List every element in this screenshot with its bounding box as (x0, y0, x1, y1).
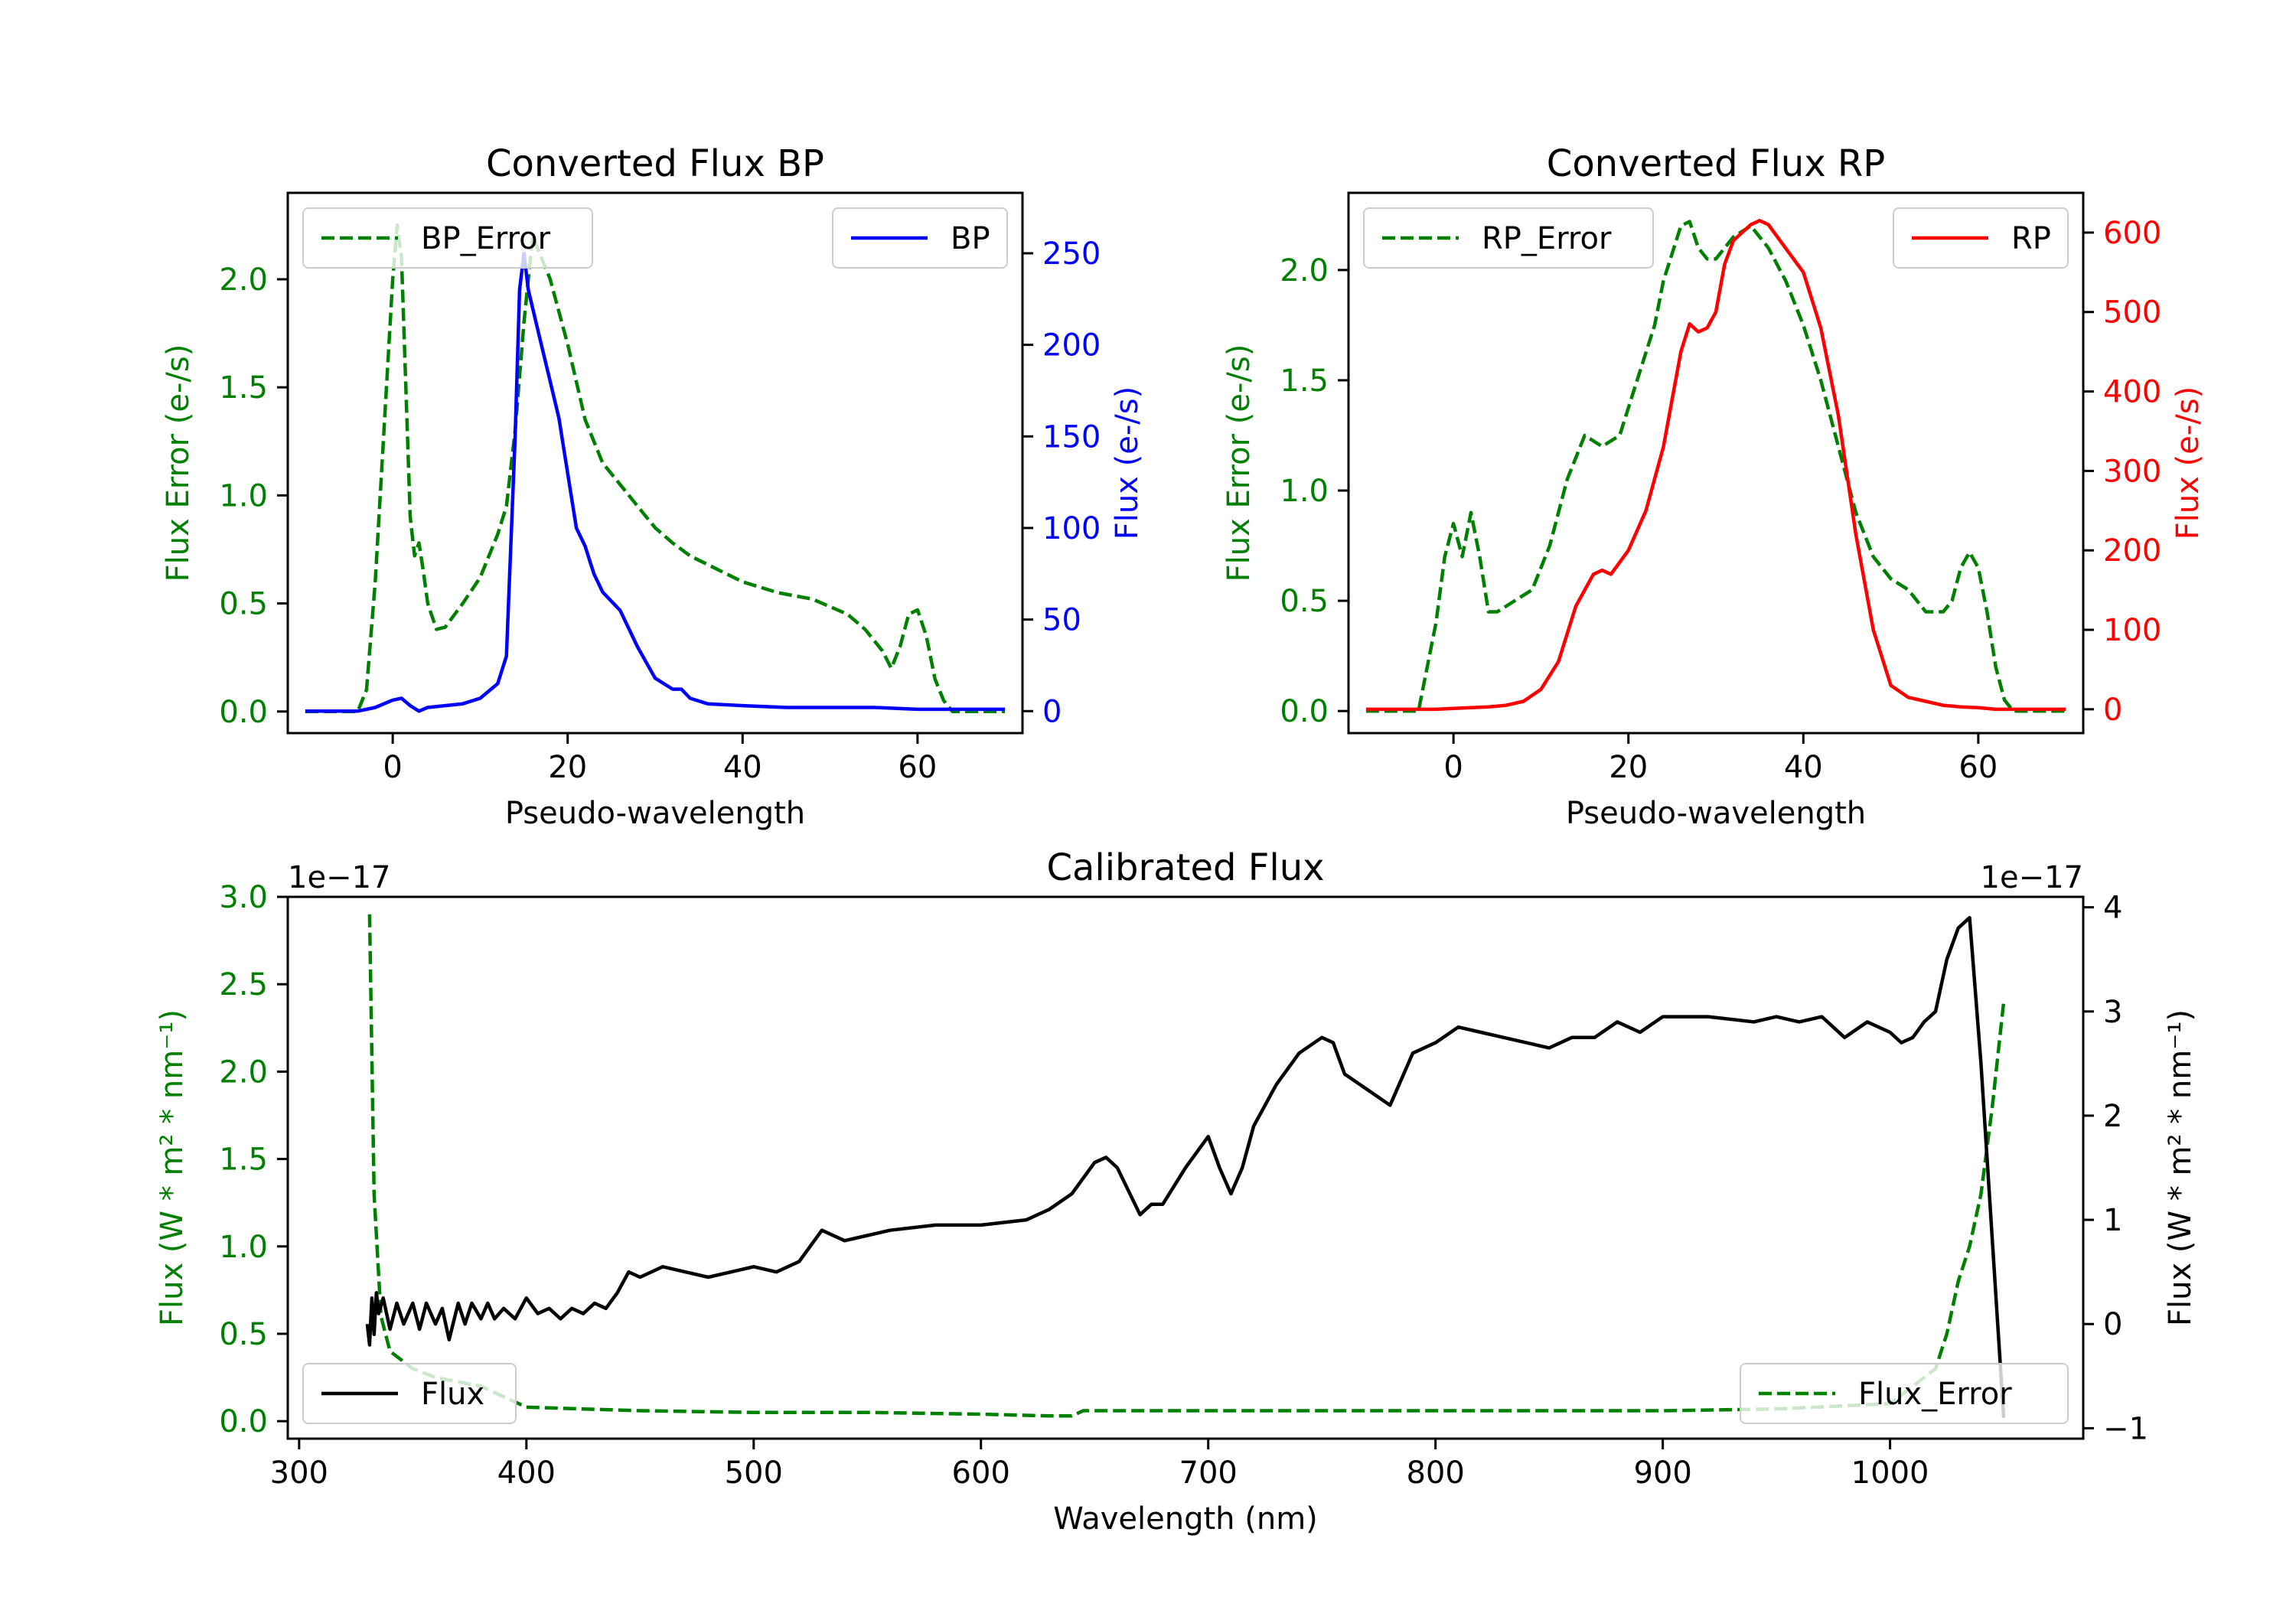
y-left-tick-label: 1.0 (1280, 474, 1329, 509)
legend-label: Flux (421, 1377, 484, 1412)
y-left-tick-label: 2.0 (219, 1054, 268, 1090)
y-right-tick-label: 2 (2103, 1099, 2122, 1134)
y-left-offset-label: 1e−17 (288, 860, 390, 895)
y-left-tick-label: 0.5 (1280, 584, 1329, 619)
y-right-tick-label: 50 (1042, 603, 1081, 638)
y-left-tick-label: 0.5 (219, 587, 268, 622)
y-left-tick-label: 3.0 (219, 880, 268, 915)
y-right-tick-label: 100 (2103, 613, 2161, 648)
legend-box (302, 1363, 517, 1424)
y-right-tick-label: 4 (2103, 891, 2122, 926)
legend-bp-error: BP_Error (302, 207, 593, 269)
chart-title: Calibrated Flux (1046, 846, 1324, 889)
y-left-tick-label: 1.5 (1280, 363, 1329, 399)
legend-box (1363, 207, 1654, 269)
x-tick-label: 40 (1784, 750, 1823, 785)
panel-rp: 0 20 40 60 0.0 0.5 1.0 1.5 2.0 0 100 200 300 400 500 60… (1221, 142, 2206, 831)
y-right-tick-label: 100 (1042, 511, 1101, 546)
series-line-bp (305, 251, 1006, 713)
y-right-tick-label: 0 (2103, 693, 2122, 728)
y-left-tick-label: 0.0 (219, 1404, 268, 1439)
x-tick-label: 60 (1958, 750, 1998, 785)
panel-bp: 0 20 40 60 0.0 0.5 1.0 1.5 2.0 0 50 100 150 200 250 Con… (161, 142, 1145, 831)
series-line-flux (365, 915, 2006, 1418)
y-right-tick-label: 300 (2103, 454, 2161, 489)
series-line-rp-error (1365, 220, 2066, 713)
y-right-tick-label: 400 (2103, 375, 2161, 410)
y-right-tick-label: 0 (2103, 1307, 2122, 1342)
axes-frame (286, 191, 1024, 735)
x-tick-label: 0 (1443, 750, 1463, 785)
y-right-tick-label: 200 (1042, 328, 1101, 363)
legend-label: Flux_Error (1858, 1377, 2012, 1412)
legend-label: BP_Error (421, 221, 551, 256)
chart-title: Converted Flux RP (1547, 142, 1885, 185)
x-axis-label: Wavelength (nm) (1053, 1501, 1318, 1537)
y-left-axis-label: Flux Error (e-/s) (1221, 344, 1257, 582)
x-tick-label: 1000 (1851, 1455, 1929, 1491)
legend-label: RP_Error (1482, 221, 1612, 256)
x-tick-label: 0 (383, 750, 402, 785)
y-right-tick-label: 1 (2103, 1203, 2122, 1238)
x-tick-label: 40 (723, 750, 762, 785)
x-tick-label: 300 (270, 1455, 328, 1491)
legend-box (1740, 1363, 2069, 1424)
y-left-tick-label: 2.0 (219, 262, 268, 298)
y-right-tick-label: 250 (1042, 236, 1101, 272)
y-left-axis-label: Flux Error (e-/s) (161, 344, 196, 582)
x-tick-label: 20 (1609, 750, 1648, 785)
legend-label: RP (2011, 221, 2051, 256)
legend-box (302, 207, 593, 269)
legend-rp: RP (1893, 207, 2069, 269)
x-tick-label: 900 (1633, 1455, 1691, 1491)
series-line-bp-error (305, 223, 1006, 714)
y-left-tick-label: 2.0 (1280, 253, 1329, 288)
y-left-tick-label: 0.0 (219, 695, 268, 730)
legend-rp-error: RP_Error (1363, 207, 1654, 269)
x-tick-label: 600 (952, 1455, 1010, 1491)
axes-frame (286, 895, 2085, 1440)
y-right-axis-label: Flux (e-/s) (2170, 386, 2206, 539)
y-left-tick-label: 2.5 (219, 967, 268, 1002)
legend-bp: BP (832, 207, 1008, 269)
y-right-offset-label: 1e−17 (1981, 860, 2083, 895)
x-axis-label: Pseudo-wavelength (505, 796, 805, 831)
x-tick-label: 400 (497, 1455, 556, 1491)
x-tick-label: 60 (898, 750, 937, 785)
y-left-tick-label: 0.5 (219, 1317, 268, 1352)
y-left-tick-label: 1.5 (219, 1143, 268, 1178)
legend-flux-error: Flux_Error (1740, 1363, 2069, 1424)
y-left-tick-label: 1.0 (219, 1230, 268, 1265)
y-right-axis-label: Flux (W * m² * nm⁻¹) (2163, 1009, 2198, 1326)
y-right-tick-label: −1 (2103, 1411, 2148, 1446)
x-tick-label: 800 (1406, 1455, 1464, 1491)
series-line-rp (1365, 219, 2066, 712)
y-left-tick-label: 0.0 (1280, 694, 1329, 729)
legend-label: BP (951, 221, 990, 256)
y-right-tick-label: 600 (2103, 216, 2161, 251)
y-right-tick-label: 3 (2103, 995, 2122, 1030)
axes-frame (1347, 191, 2085, 735)
chart-title: Converted Flux BP (486, 142, 824, 185)
x-tick-label: 20 (548, 750, 587, 785)
y-left-axis-label: Flux (W * m² * nm⁻¹) (155, 1009, 190, 1326)
y-left-tick-label: 1.0 (219, 478, 268, 513)
y-right-tick-label: 200 (2103, 533, 2161, 569)
legend-flux: Flux (302, 1363, 517, 1424)
y-right-tick-label: 150 (1042, 419, 1101, 455)
panel-calibrated: 300 400 500 600 700 800 900 1000 0.0 0.5 1.0 1.5 2.0… (155, 846, 2198, 1537)
x-tick-label: 500 (725, 1455, 783, 1491)
y-left-tick-label: 1.5 (219, 370, 268, 406)
y-right-tick-label: 500 (2103, 295, 2161, 331)
y-right-axis-label: Flux (e-/s) (1110, 386, 1145, 539)
x-axis-label: Pseudo-wavelength (1566, 796, 1866, 831)
x-tick-label: 700 (1179, 1455, 1238, 1491)
y-right-tick-label: 0 (1042, 694, 1062, 729)
